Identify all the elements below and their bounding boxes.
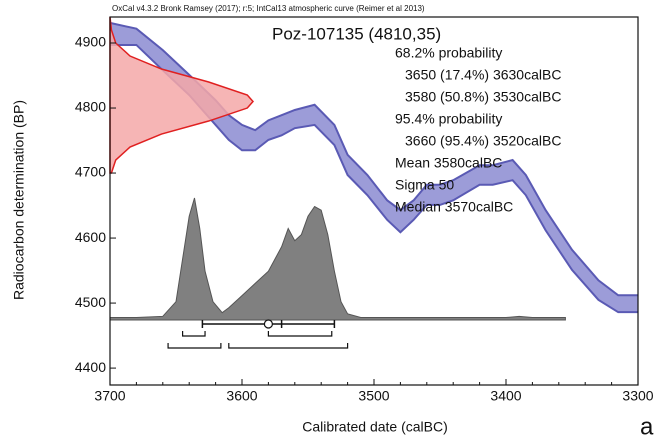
x-tick-label: 3600: [226, 388, 257, 404]
stat: 95.4% probability: [395, 111, 502, 127]
mean-mark: [263, 319, 273, 329]
y-tick-label: 4600: [75, 229, 106, 245]
range-bracket: [267, 331, 333, 337]
stat: 3650 (17.4%) 3630calBC: [405, 67, 561, 83]
stat: Mean 3580calBC: [395, 155, 502, 171]
range-bracket: [167, 343, 222, 349]
stat: 68.2% probability: [395, 45, 502, 61]
curve-band: [110, 22, 638, 313]
y-tick-label: 4400: [75, 359, 106, 375]
y-tick-label: 4500: [75, 294, 106, 310]
calibrated-density: [109, 197, 566, 321]
stat: 3580 (50.8%) 3530calBC: [405, 89, 561, 105]
radiocarbon-density: [109, 16, 254, 174]
panel-label: a: [640, 413, 654, 440]
x-axis-label: Calibrated date (calBC): [302, 419, 448, 435]
y-tick-label: 4800: [75, 99, 106, 115]
x-tick-label: 3700: [94, 388, 125, 404]
y-axis-label: Radiocarbon determination (BP): [11, 100, 27, 300]
x-tick-label: 3500: [358, 388, 389, 404]
y-tick-label: 4700: [75, 164, 106, 180]
y-tick-label: 4900: [75, 34, 106, 50]
x-tick-label: 3400: [490, 388, 521, 404]
header: OxCal v4.3.2 Bronk Ramsey (2017); r:5; I…: [112, 4, 425, 13]
curve-lower: [110, 43, 638, 314]
range-bracket: [228, 343, 349, 349]
range-bracket: [182, 331, 206, 337]
stat: Sigma 50: [395, 177, 454, 193]
chart-title: Poz-107135 (4810,35): [272, 24, 441, 43]
stat: 3660 (95.4%) 3520calBC: [405, 133, 561, 149]
x-tick-label: 3300: [622, 388, 653, 404]
stat: Median 3570calBC: [395, 199, 513, 215]
